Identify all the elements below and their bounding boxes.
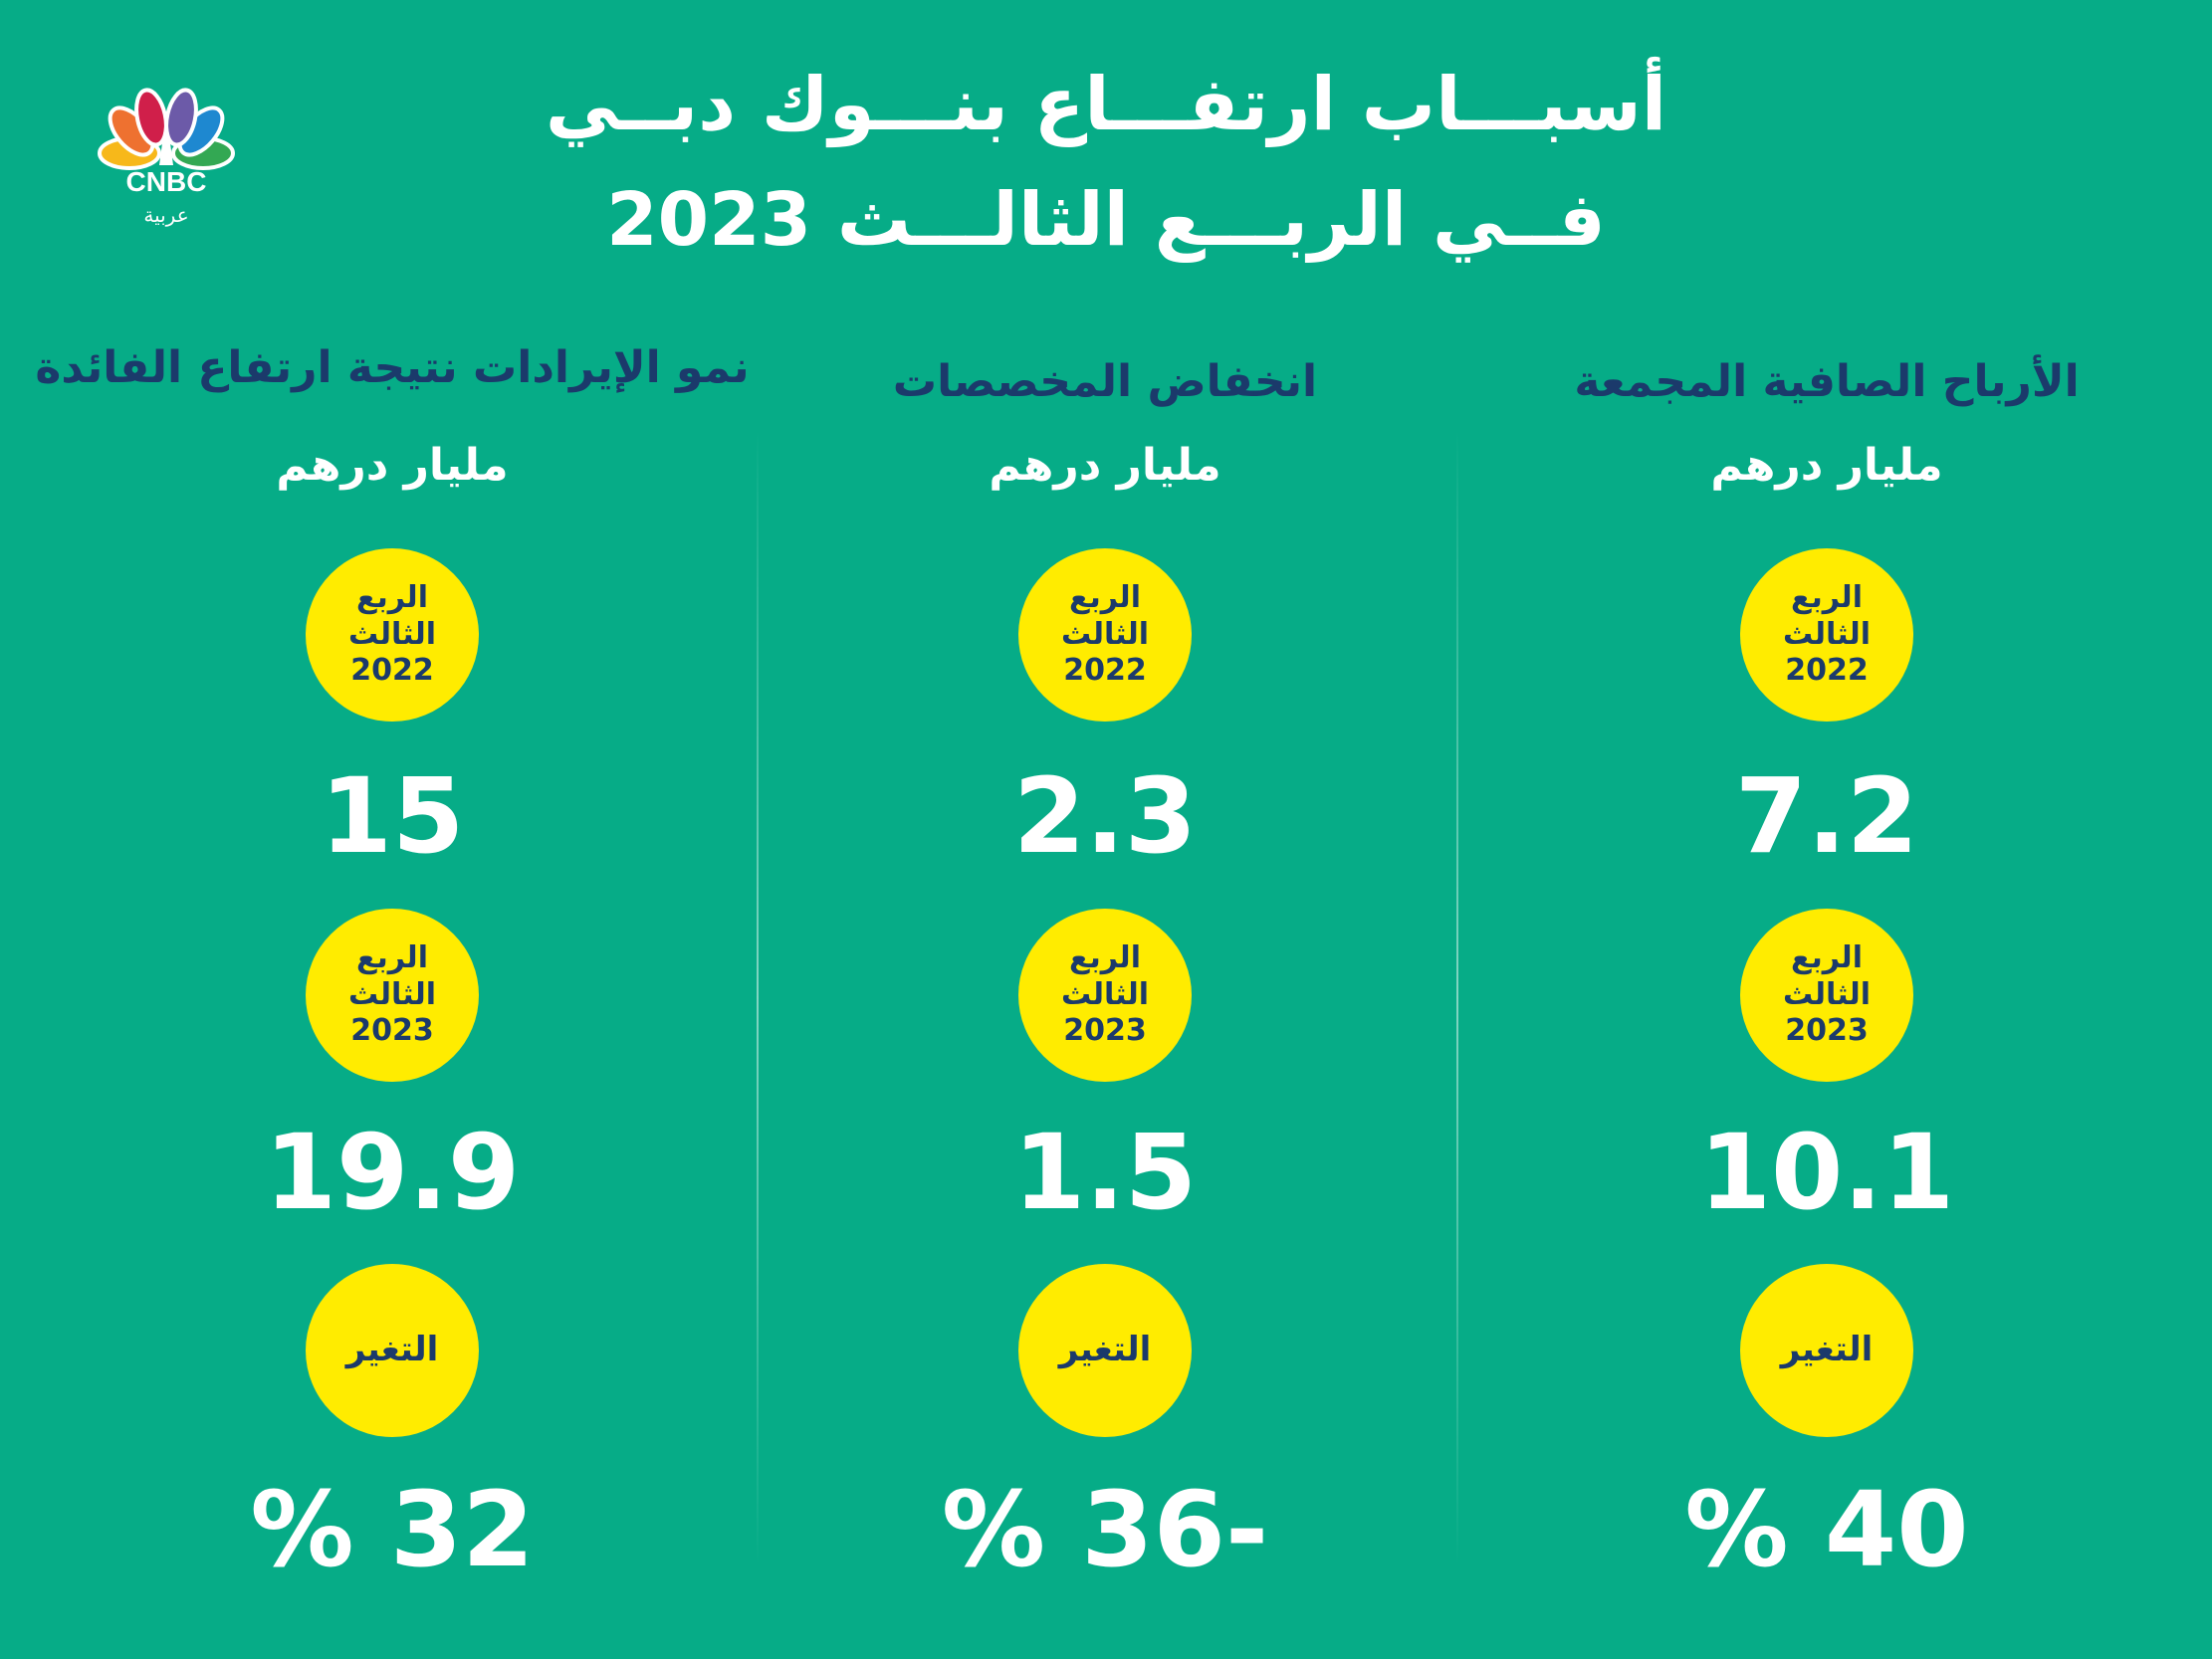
value-curr: 1.5 (1012, 1112, 1198, 1233)
change-value: 32 % (250, 1469, 535, 1590)
value-prev: 2.3 (1012, 755, 1198, 877)
unit-label: مليار درهم (989, 440, 1221, 491)
period-badge-prev: الربع الثالث 2022 (306, 548, 479, 722)
title-line-1: أسبـــاب ارتفـــاع بنـــوك دبــي (545, 62, 1667, 147)
period-badge-prev: الربع الثالث 2022 (1018, 548, 1192, 722)
logo-wordmark: CNBC (126, 166, 207, 197)
value-curr: 19.9 (264, 1112, 521, 1233)
change-value: 40 % (1684, 1469, 1969, 1590)
change-badge: التغير (1018, 1264, 1192, 1437)
column-header: الأرباح الصافية المجمعة (1574, 356, 2080, 407)
column-header: انخفاض المخصصات (892, 356, 1318, 407)
change-badge: التغير (306, 1264, 479, 1437)
title-line-2: فــي الربـــع الثالـــث 2023 (606, 177, 1606, 263)
cnbc-arabia-logo: CNBC عربية (92, 86, 241, 235)
change-value: -36 % (941, 1469, 1269, 1590)
column-revenue: نمو الإيرادات نتيجة ارتفاع الفائدة مليار… (35, 338, 749, 1632)
value-curr: 10.1 (1698, 1112, 1955, 1233)
column-divider (1456, 430, 1458, 1565)
column-divider (757, 430, 759, 1565)
value-prev: 15 (320, 755, 465, 877)
unit-label: مليار درهم (276, 440, 509, 491)
period-badge-curr: الربع الثالث 2023 (306, 909, 479, 1082)
period-badge-curr: الربع الثالث 2023 (1740, 909, 1913, 1082)
logo-sub: عربية (143, 203, 189, 227)
change-badge: التغير (1740, 1264, 1913, 1437)
column-provisions: انخفاض المخصصات مليار درهم الربع الثالث 20… (757, 338, 1453, 1632)
unit-label: مليار درهم (1710, 440, 1943, 491)
period-badge-curr: الربع الثالث 2023 (1018, 909, 1192, 1082)
value-prev: 7.2 (1734, 755, 1919, 877)
column-net-profit: الأرباح الصافية المجمعة مليار درهم الربع… (1478, 338, 2175, 1632)
column-header: نمو الإيرادات نتيجة ارتفاع الفائدة (35, 342, 750, 393)
period-badge-prev: الربع الثالث 2022 (1740, 548, 1913, 722)
